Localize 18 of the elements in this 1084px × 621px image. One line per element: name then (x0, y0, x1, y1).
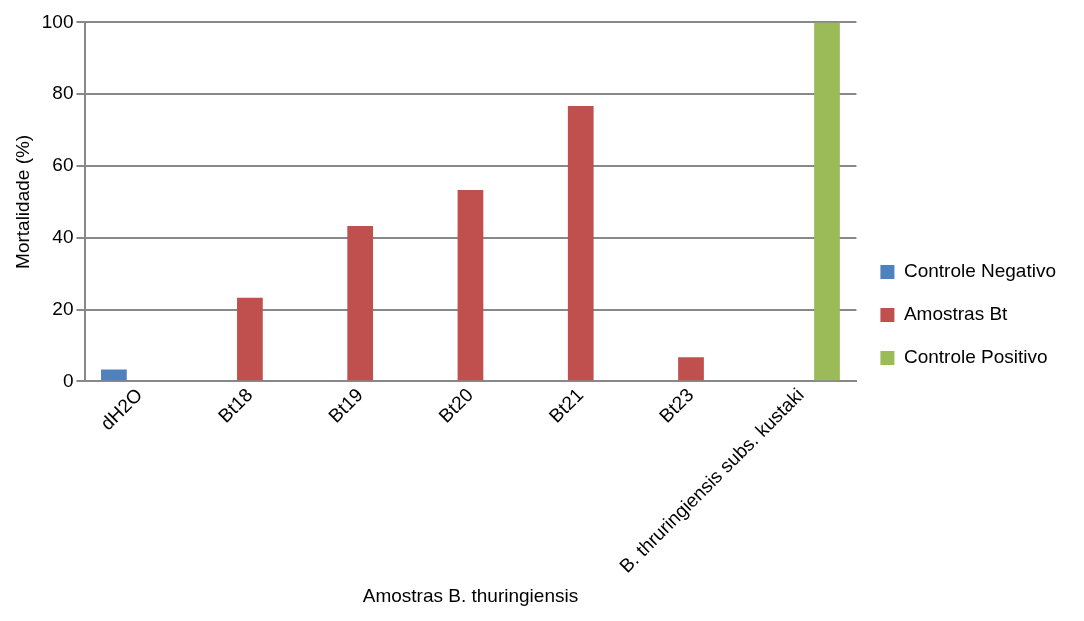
bar (101, 369, 127, 381)
y-tick-label: 60 (52, 154, 74, 176)
bar (347, 225, 374, 381)
legend-label: Controle Positivo (903, 346, 1048, 368)
bar (237, 297, 263, 381)
bar (678, 357, 704, 381)
bar (457, 190, 484, 381)
y-tick-label: 20 (52, 297, 74, 319)
bar (814, 22, 840, 381)
y-axis-title: Mortalidade (%) (11, 134, 33, 269)
x-axis-title: Amostras B. thuringiensis (362, 584, 579, 606)
y-tick-label: 80 (52, 82, 74, 104)
bar (567, 106, 594, 381)
legend-label: Amostras Bt (903, 303, 1009, 325)
legend-label: Controle Negativo (903, 260, 1057, 282)
y-tick-label: 100 (41, 10, 74, 32)
y-tick-label: 40 (52, 226, 74, 248)
y-tick-label: 0 (62, 369, 74, 391)
